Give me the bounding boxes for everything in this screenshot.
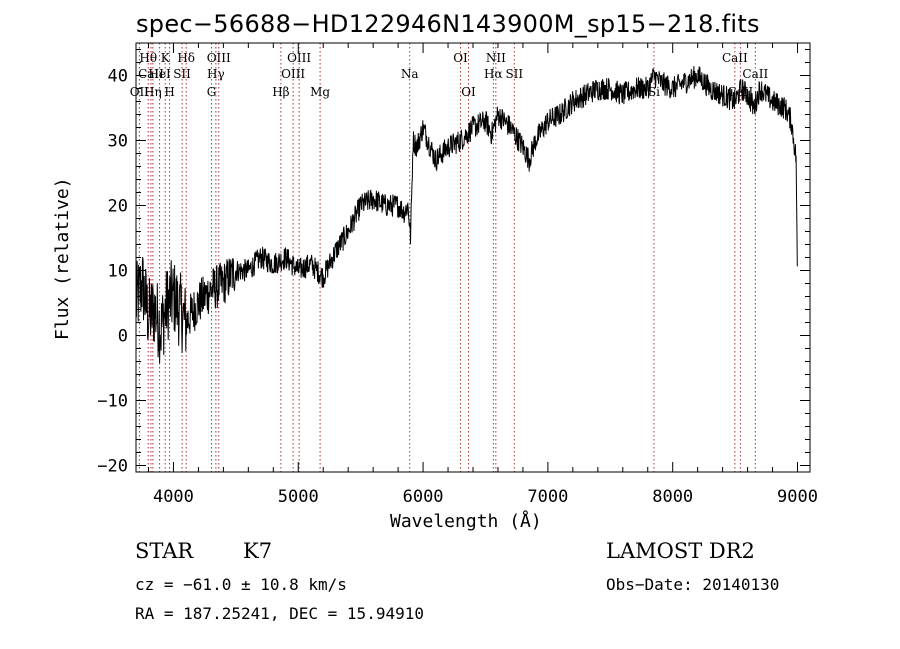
line-marker-label: OII (130, 85, 150, 99)
x-tick-label: 7000 (527, 487, 568, 507)
line-marker-label: Na (401, 67, 419, 81)
coordinates: RA = 187.25241, DEC = 15.94910 (135, 604, 424, 623)
x-tick-label: 5000 (278, 487, 319, 507)
line-marker-label: HeI (148, 67, 171, 81)
y-tick-label: 30 (108, 132, 128, 152)
x-axis-label: Wavelength (Å) (390, 511, 542, 532)
line-marker-label: Hβ (272, 85, 289, 99)
line-markers (138, 43, 756, 472)
line-marker-label: H (164, 85, 174, 99)
x-tick-label: 6000 (403, 487, 444, 507)
line-marker-label: K (161, 51, 171, 65)
chart-title: spec−56688−HD122946N143900M_sp15−218.fit… (136, 10, 760, 38)
line-marker-label: Hδ (177, 51, 195, 65)
object-class: STAR (135, 539, 194, 563)
line-marker-label: Si (648, 85, 660, 99)
line-marker-label: OI (461, 85, 476, 99)
x-tick-label: 9000 (777, 487, 818, 507)
obs-date: Obs−Date: 20140130 (606, 575, 780, 594)
survey-name: LAMOST DR2 (606, 539, 755, 563)
line-marker-label: OIII (207, 51, 231, 65)
y-tick-label: 10 (108, 262, 128, 282)
axis-ticks: 4000 5000 6000 7000 8000 9000 −20 −10 0 10 20 30 40 (97, 43, 818, 507)
line-marker-label: OIII (287, 51, 311, 65)
line-marker-label: Hγ (207, 67, 225, 81)
line-marker-label: Hη (144, 85, 162, 99)
line-marker-label: CaII (727, 85, 753, 99)
line-marker-label: SII (173, 67, 191, 81)
x-tick-label: 8000 (652, 487, 693, 507)
object-subclass: K7 (243, 539, 273, 563)
y-axis-label: Flux (relative) (52, 177, 73, 340)
spectrum-line (135, 66, 798, 364)
line-marker-label: NII (486, 51, 506, 65)
x-tick-label: 4000 (153, 487, 194, 507)
line-marker-label: G (207, 85, 217, 99)
line-marker-label: CaII (138, 67, 164, 81)
line-marker-label: Hα (484, 67, 503, 81)
y-tick-label: −10 (97, 392, 128, 412)
redshift-readout: cz = −61.0 ± 10.8 km/s (135, 575, 347, 594)
line-marker-label: OIII (281, 67, 305, 81)
y-tick-label: 0 (118, 327, 128, 347)
plot-frame (135, 42, 811, 473)
line-marker-label: CaII (742, 67, 768, 81)
line-marker-label: Hθ (139, 51, 157, 65)
line-marker-label: Mg (310, 85, 330, 99)
y-tick-label: −20 (97, 457, 128, 477)
y-tick-label: 40 (108, 67, 128, 87)
line-marker-label: SII (505, 67, 523, 81)
line-marker-label: CaII (722, 51, 748, 65)
y-tick-label: 20 (108, 197, 128, 217)
line-marker-label: OI (453, 51, 468, 65)
